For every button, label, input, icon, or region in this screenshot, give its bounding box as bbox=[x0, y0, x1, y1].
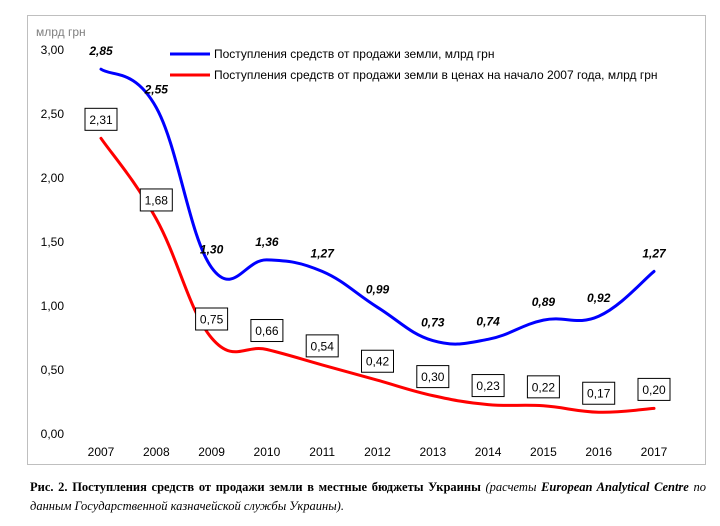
data-label-box bbox=[637, 377, 671, 401]
x-tick-labels: 2007 2008 2009 2010 2011 2012 2013 2014 2015 2016… bbox=[88, 445, 668, 459]
data-label-real: 0,22 bbox=[532, 380, 556, 394]
x-tick-label: 2011 bbox=[309, 445, 335, 459]
data-label-nominal: 2,85 bbox=[88, 44, 113, 58]
caption-title: Рис. 2. Поступления средств от продажи з… bbox=[30, 480, 481, 494]
legend: Поступления средств от продажи земли, мл… bbox=[170, 47, 658, 82]
data-label-nominal: 0,92 bbox=[587, 291, 611, 305]
data-label-real: 0,66 bbox=[255, 324, 279, 338]
data-label-nominal: 1,30 bbox=[200, 243, 224, 257]
y-tick-label: 0,00 bbox=[41, 427, 65, 441]
x-tick-label: 2012 bbox=[364, 445, 391, 459]
chart-frame: млрд грн Поступления средств от продажи … bbox=[27, 15, 706, 465]
x-tick-label: 2009 bbox=[198, 445, 225, 459]
data-label-nominal: 0,74 bbox=[476, 314, 500, 328]
data-label-box bbox=[305, 334, 339, 358]
data-label-box bbox=[416, 365, 450, 389]
caption-source-suffix: по данным Государственной казначейской с… bbox=[30, 480, 707, 513]
line-chart: млрд грн Поступления средств от продажи … bbox=[36, 25, 671, 459]
x-tick-label: 2010 bbox=[254, 445, 281, 459]
data-label-real: 0,75 bbox=[200, 313, 224, 327]
data-label-nominal: 0,99 bbox=[366, 282, 390, 296]
caption-source-org: European Analytical Centre bbox=[541, 480, 689, 494]
y-tick-label: 2,00 bbox=[41, 171, 65, 185]
legend-label-nominal: Поступления средств от продажи земли, мл… bbox=[214, 47, 494, 61]
data-label-nominal: 1,36 bbox=[255, 235, 279, 249]
x-tick-label: 2014 bbox=[475, 445, 502, 459]
series-lines bbox=[99, 67, 656, 414]
data-label-box bbox=[582, 381, 616, 405]
data-label-real: 0,30 bbox=[421, 370, 445, 384]
data-label-nominal: 1,27 bbox=[642, 246, 667, 260]
data-label-real: 0,20 bbox=[642, 383, 666, 397]
data-label-real: 0,17 bbox=[587, 387, 611, 401]
data-label-real: 2,31 bbox=[89, 113, 113, 127]
data-label-real: 1,68 bbox=[145, 193, 169, 207]
x-tick-label: 2007 bbox=[88, 445, 115, 459]
legend-label-real: Поступления средств от продажи земли в ц… bbox=[214, 68, 658, 82]
y-tick-label: 1,00 bbox=[41, 299, 65, 313]
x-tick-label: 2017 bbox=[641, 445, 668, 459]
caption-source-prefix: (расчеты bbox=[480, 480, 542, 494]
y-tick-label: 0,50 bbox=[41, 363, 65, 377]
x-tick-label: 2016 bbox=[585, 445, 612, 459]
y-tick-label: 3,00 bbox=[41, 43, 65, 57]
y-tick-label: 2,50 bbox=[41, 107, 65, 121]
data-label-box bbox=[526, 375, 560, 399]
data-label-box bbox=[139, 188, 173, 212]
data-label-box bbox=[361, 349, 394, 373]
data-label-box bbox=[195, 307, 229, 331]
figure-caption: Рис. 2. Поступления средств от продажи з… bbox=[30, 478, 706, 516]
data-label-box bbox=[84, 107, 118, 131]
data-label-real: 0,23 bbox=[476, 379, 500, 393]
y-tick-labels: 0,00 0,50 1,00 1,50 2,00 2,50 3,00 bbox=[41, 43, 65, 441]
y-axis-title: млрд грн bbox=[36, 25, 86, 39]
x-tick-label: 2013 bbox=[419, 445, 446, 459]
series-line-real bbox=[99, 136, 656, 414]
data-label-box bbox=[471, 374, 505, 398]
data-label-nominal: 0,73 bbox=[421, 316, 445, 330]
x-tick-label: 2015 bbox=[530, 445, 557, 459]
data-label-nominal: 0,89 bbox=[532, 295, 556, 309]
data-label-real: 0,54 bbox=[311, 339, 335, 353]
y-tick-label: 1,50 bbox=[41, 235, 65, 249]
data-label-nominal: 2,55 bbox=[144, 83, 169, 97]
data-labels: 2,85 2,55 1,30 1,36 1,27 0,99 0,73 0,74 0,89 0,92… bbox=[84, 44, 671, 405]
x-tick-label: 2008 bbox=[143, 445, 170, 459]
data-label-real: 0,42 bbox=[366, 355, 390, 369]
data-label-nominal: 1,27 bbox=[311, 246, 336, 260]
series-line-nominal bbox=[99, 67, 656, 346]
data-label-box bbox=[250, 319, 284, 343]
